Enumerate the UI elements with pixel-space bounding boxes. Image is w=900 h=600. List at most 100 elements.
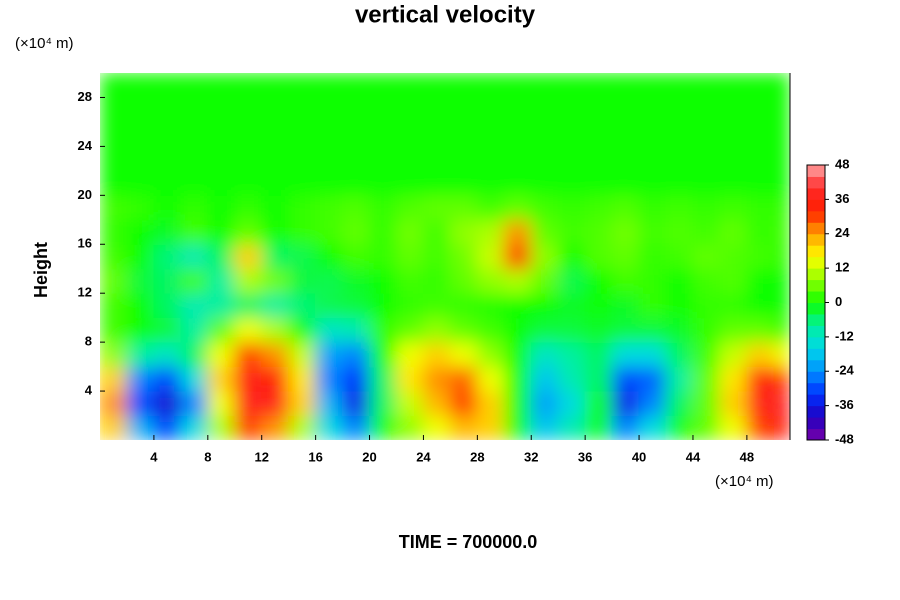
cell xyxy=(207,317,236,343)
cell xyxy=(584,317,613,343)
cell xyxy=(557,317,586,343)
cell xyxy=(126,341,155,368)
cell xyxy=(261,292,290,319)
cell xyxy=(449,415,478,440)
cell xyxy=(288,390,317,417)
cell xyxy=(557,390,586,417)
colorbar-tick-label: 48 xyxy=(835,156,849,171)
cell xyxy=(530,292,559,319)
cell xyxy=(100,390,128,417)
cell xyxy=(503,317,532,343)
cell xyxy=(422,194,451,221)
cell xyxy=(395,415,424,440)
cell xyxy=(530,317,559,343)
cell xyxy=(611,73,640,196)
field xyxy=(100,73,790,440)
cell xyxy=(315,415,344,440)
cell xyxy=(476,341,505,368)
cell xyxy=(288,292,317,319)
cell xyxy=(584,366,613,392)
cell xyxy=(449,390,478,417)
cell xyxy=(153,194,182,221)
cell xyxy=(665,73,694,196)
cell xyxy=(153,341,182,368)
cell xyxy=(369,317,397,343)
cell xyxy=(234,317,263,343)
cell xyxy=(584,243,613,270)
chart-title: vertical velocity xyxy=(355,1,536,28)
cell xyxy=(234,73,263,196)
cell xyxy=(503,194,532,221)
cell xyxy=(638,366,667,392)
cell xyxy=(395,268,424,294)
cell xyxy=(422,268,451,294)
cell xyxy=(153,243,182,270)
cell xyxy=(100,73,128,196)
cell xyxy=(395,341,424,368)
cell xyxy=(665,390,694,417)
cell xyxy=(530,243,559,270)
cell xyxy=(234,194,263,221)
cell xyxy=(584,390,613,417)
cell xyxy=(503,268,532,294)
cell xyxy=(692,292,721,319)
cell xyxy=(773,268,790,294)
cell xyxy=(746,317,775,343)
cell xyxy=(153,268,182,294)
cell xyxy=(261,317,290,343)
cell xyxy=(261,194,290,221)
cell xyxy=(638,341,667,368)
cell xyxy=(611,243,640,270)
cell xyxy=(369,390,397,417)
cell xyxy=(261,341,290,368)
cell xyxy=(261,243,290,270)
cell xyxy=(719,268,748,294)
cell xyxy=(611,292,640,319)
cell xyxy=(126,292,155,319)
cell xyxy=(315,390,344,417)
cell xyxy=(449,366,478,392)
cell xyxy=(611,415,640,440)
axes: 4 8 12 16 20 24 28 32 36 40 44 48481216202428-48-36… xyxy=(78,73,855,464)
cell xyxy=(449,317,478,343)
cell xyxy=(234,292,263,319)
cell xyxy=(584,219,613,245)
cell xyxy=(369,341,397,368)
cell xyxy=(746,390,775,417)
colorbar-tick-label: 24 xyxy=(835,225,850,240)
cell xyxy=(665,194,694,221)
cell xyxy=(395,292,424,319)
cell xyxy=(100,243,128,270)
cell xyxy=(288,415,317,440)
cell xyxy=(315,366,344,392)
cell xyxy=(207,390,236,417)
cell xyxy=(261,415,290,440)
cell xyxy=(449,73,478,196)
cell xyxy=(342,73,371,196)
cell xyxy=(557,268,586,294)
cell xyxy=(422,341,451,368)
cell xyxy=(638,73,667,196)
x-tick-label: 28 xyxy=(470,449,484,464)
cell xyxy=(369,194,397,221)
cell xyxy=(476,219,505,245)
cell xyxy=(530,73,559,196)
cell xyxy=(126,366,155,392)
cell xyxy=(153,390,182,417)
cell xyxy=(180,366,209,392)
cell xyxy=(153,292,182,319)
x-tick-label: 20 xyxy=(362,449,376,464)
cell xyxy=(288,341,317,368)
colorbar-band xyxy=(807,325,825,338)
cell xyxy=(476,317,505,343)
cell xyxy=(746,219,775,245)
cell xyxy=(719,194,748,221)
cell xyxy=(719,243,748,270)
colorbar-tick-label: 0 xyxy=(835,294,842,309)
cell xyxy=(315,317,344,343)
cell xyxy=(611,317,640,343)
cell xyxy=(207,194,236,221)
cell xyxy=(126,390,155,417)
cell xyxy=(126,73,155,196)
cell xyxy=(476,292,505,319)
